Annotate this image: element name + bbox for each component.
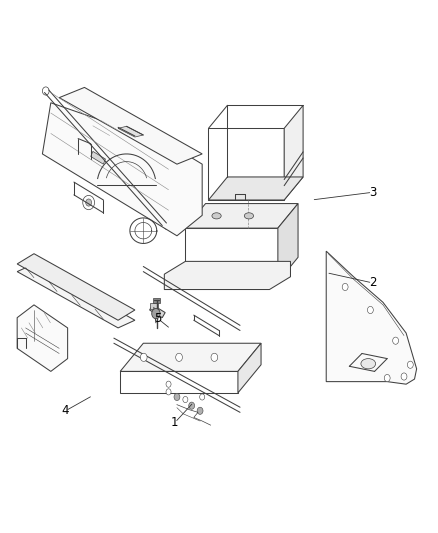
Text: 4: 4 (62, 405, 69, 417)
Circle shape (140, 353, 147, 361)
Circle shape (401, 373, 407, 380)
Polygon shape (326, 251, 417, 384)
Circle shape (367, 306, 373, 313)
Circle shape (407, 361, 413, 368)
Ellipse shape (361, 359, 376, 369)
Polygon shape (284, 106, 303, 200)
Polygon shape (164, 261, 290, 289)
Circle shape (189, 402, 194, 409)
Circle shape (197, 407, 203, 414)
Text: 3: 3 (369, 186, 376, 199)
Circle shape (392, 337, 399, 344)
Text: 1: 1 (171, 416, 179, 429)
FancyBboxPatch shape (151, 303, 158, 310)
Polygon shape (208, 177, 303, 200)
Ellipse shape (244, 213, 254, 219)
Polygon shape (91, 151, 106, 164)
Polygon shape (150, 305, 165, 318)
FancyBboxPatch shape (153, 298, 160, 303)
Polygon shape (154, 214, 171, 230)
Circle shape (174, 393, 180, 401)
Polygon shape (278, 204, 298, 282)
Circle shape (86, 199, 92, 206)
Polygon shape (17, 305, 67, 372)
Text: 2: 2 (369, 277, 376, 289)
Polygon shape (17, 264, 135, 328)
Polygon shape (120, 372, 238, 393)
Circle shape (176, 353, 182, 361)
Ellipse shape (212, 213, 221, 219)
Circle shape (152, 309, 160, 319)
Polygon shape (185, 204, 298, 228)
Circle shape (183, 397, 188, 402)
Polygon shape (59, 87, 202, 164)
Polygon shape (208, 128, 284, 200)
Circle shape (200, 394, 205, 400)
Circle shape (342, 284, 348, 290)
Circle shape (211, 353, 218, 361)
Text: 5: 5 (154, 312, 162, 325)
Polygon shape (238, 343, 261, 393)
Polygon shape (118, 126, 143, 137)
Circle shape (42, 87, 49, 95)
Polygon shape (17, 254, 135, 320)
Circle shape (384, 375, 390, 382)
Polygon shape (185, 228, 278, 282)
Circle shape (83, 196, 95, 209)
Polygon shape (42, 103, 202, 236)
Circle shape (166, 389, 171, 395)
Circle shape (166, 381, 171, 387)
Polygon shape (120, 343, 261, 372)
